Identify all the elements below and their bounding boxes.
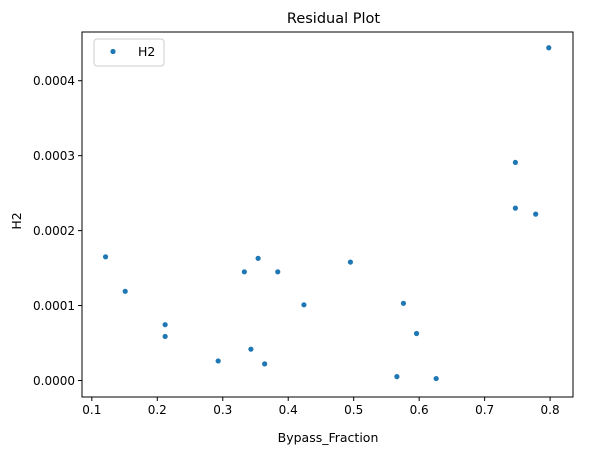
y-tick-label: 0.0003	[33, 149, 75, 163]
legend-box	[93, 38, 165, 67]
x-tick-label: 0.4	[279, 403, 298, 417]
data-point	[262, 361, 268, 367]
data-point	[512, 205, 518, 211]
data-point	[162, 333, 168, 340]
data-point	[433, 375, 439, 382]
legend-label: H2	[138, 44, 155, 59]
y-axis-label: H2	[9, 212, 24, 229]
data-point	[400, 300, 407, 306]
data-point	[394, 374, 400, 380]
data-point	[275, 269, 281, 275]
x-tick-label: 0.5	[344, 403, 363, 417]
y-tick-label: 0.0004	[33, 74, 75, 88]
data-point	[347, 259, 354, 265]
data-point	[162, 322, 168, 328]
data-point	[413, 330, 420, 337]
data-point	[215, 358, 221, 364]
data-point	[546, 45, 552, 51]
legend-marker	[110, 48, 116, 55]
plot-frame	[81, 31, 574, 398]
y-tick-label: 0.0001	[33, 299, 75, 313]
x-tick-label: 0.6	[410, 403, 429, 417]
y-axis-ticks: 0.0000 0.0001 0.0002 0.0003 0.0004	[33, 74, 82, 388]
data-point	[241, 269, 247, 275]
x-tick-label: 0.8	[541, 403, 560, 417]
data-point	[255, 255, 261, 261]
data-point	[248, 346, 254, 352]
data-point	[512, 159, 518, 166]
y-tick-label: 0.0002	[33, 224, 75, 238]
data-point	[102, 254, 109, 260]
legend: H2	[93, 38, 165, 67]
x-tick-label: 0.2	[148, 403, 167, 417]
x-tick-label: 0.1	[82, 403, 101, 417]
data-point	[122, 288, 128, 294]
scatter-points	[102, 45, 552, 382]
x-axis-label: Bypass_Fraction	[278, 430, 379, 445]
x-tick-label: 0.7	[475, 403, 494, 417]
x-axis-ticks: 0.1 0.2 0.3 0.4 0.5 0.6 0.7 0.8	[82, 397, 560, 417]
y-tick-label: 0.0000	[33, 374, 75, 388]
chart-title: Residual Plot	[287, 11, 380, 27]
data-point	[301, 302, 307, 308]
data-point	[533, 211, 539, 217]
x-tick-label: 0.3	[213, 403, 232, 417]
